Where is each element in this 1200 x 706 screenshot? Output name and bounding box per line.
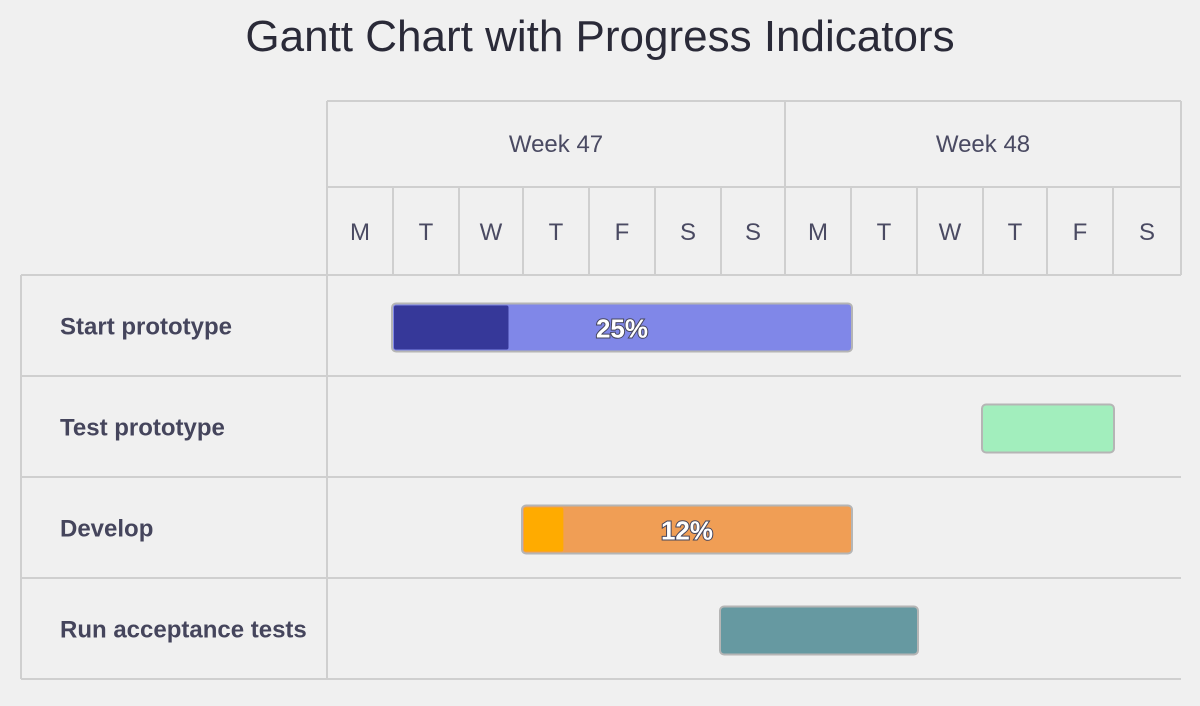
day-label: W [480,219,503,246]
task-bar-group[interactable]: 25% [391,302,853,353]
progress-fill [524,507,564,552]
progress-label: 12% [661,516,713,546]
grid-lines [20,100,1182,680]
day-label: T [1008,219,1023,246]
chart-title: Gantt Chart with Progress Indicators [245,12,955,61]
task-bar[interactable] [521,504,853,555]
task-label: Test prototype [60,415,225,442]
task-bar-group[interactable] [981,403,1115,454]
day-label: S [680,219,696,246]
task-bar[interactable] [981,403,1115,454]
day-label: F [1073,219,1088,246]
progress-fill [394,305,509,350]
day-label: F [615,219,630,246]
task-rows: Start prototype 25% Test prototype Develop 1… [60,302,1115,656]
progress-label: 25% [596,314,648,344]
day-label: T [877,219,892,246]
day-label: S [745,219,761,246]
week-label: Week 47 [509,131,603,158]
day-label: M [350,219,370,246]
task-label: Start prototype [60,314,232,341]
timeline-header: Week 47 Week 48 M T W T F S S M T W T F S [350,131,1155,246]
day-label: M [808,219,828,246]
task-bar[interactable] [719,605,919,656]
day-label: W [939,219,962,246]
task-bar-group[interactable]: 12% [521,504,853,555]
task-label: Develop [60,516,153,543]
day-label: T [549,219,564,246]
day-label: T [419,219,434,246]
task-label: Run acceptance tests [60,617,307,644]
week-label: Week 48 [936,131,1030,158]
task-bar-group[interactable] [719,605,919,656]
day-label: S [1139,219,1155,246]
